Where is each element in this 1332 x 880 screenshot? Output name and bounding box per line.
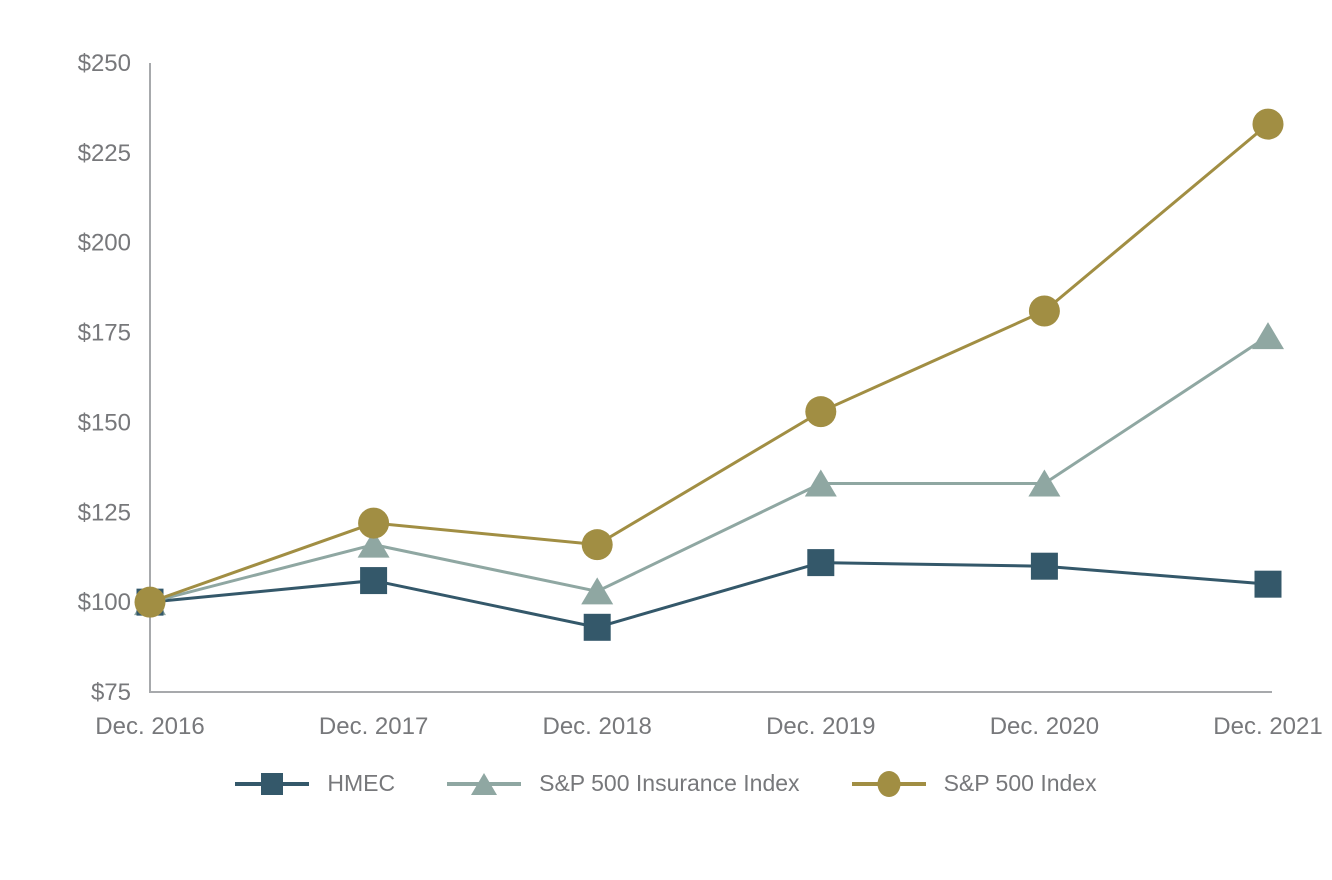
marker-circle	[1028, 295, 1060, 327]
marker-square	[1030, 552, 1058, 580]
y-tick-label: $150	[78, 409, 131, 436]
marker-triangle	[1028, 469, 1061, 497]
legend-line	[851, 770, 926, 797]
y-tick-label: $125	[78, 499, 131, 526]
legend-line	[235, 772, 310, 795]
marker-triangle	[581, 577, 614, 605]
legend-item-s-p-500-insurance-index: S&P 500 Insurance Index	[447, 770, 800, 797]
y-tick-label: $250	[78, 50, 131, 77]
marker-square	[360, 567, 388, 595]
y-tick-label: $75	[91, 679, 131, 706]
chart-legend: HMEC S&P 500 Insurance Index S&P 500 Index	[0, 770, 1332, 797]
marker-circle	[581, 529, 613, 561]
marker-triangle	[1252, 322, 1284, 350]
marker-square	[583, 613, 611, 641]
circle-marker-icon	[877, 770, 901, 797]
x-tick-label: Dec. 2021	[1213, 713, 1322, 740]
total-return-line-chart: $75 $100 $125 $150 $175 $200 $225 $250 Dec. 2016…	[78, 50, 1323, 740]
legend-item-hmec: HMEC	[235, 770, 395, 797]
y-tick-label: $225	[78, 140, 131, 167]
x-tick-label: Dec. 2017	[319, 713, 428, 740]
marker-square	[1254, 570, 1282, 598]
marker-circle	[805, 396, 837, 428]
marker-circle	[358, 507, 390, 539]
marker-triangle	[357, 530, 390, 558]
legend-item-s-p-500-index: S&P 500 Index	[851, 770, 1097, 797]
legend-label: HMEC	[327, 770, 396, 796]
marker-circle	[134, 586, 166, 618]
x-tick-label: Dec. 2016	[95, 713, 204, 740]
x-tick-label: Dec. 2018	[542, 713, 651, 740]
y-tick-label: $175	[78, 320, 131, 347]
marker-circle	[1252, 108, 1284, 140]
marker-triangle	[804, 469, 837, 497]
series-line-circle	[149, 122, 1269, 604]
triangle-marker-icon	[471, 772, 498, 795]
series-line-square	[149, 561, 1269, 629]
y-tick-label: $200	[78, 230, 131, 257]
legend-label: S&P 500 Index	[943, 770, 1097, 796]
x-tick-label: Dec. 2019	[766, 713, 875, 740]
legend-label: S&P 500 Insurance Index	[539, 770, 800, 796]
marker-square	[807, 549, 835, 577]
square-marker-icon	[261, 772, 284, 795]
series-line-triangle	[149, 334, 1269, 604]
legend-line	[447, 772, 522, 795]
y-tick-label: $100	[78, 589, 131, 616]
x-tick-label: Dec. 2020	[990, 713, 1099, 740]
